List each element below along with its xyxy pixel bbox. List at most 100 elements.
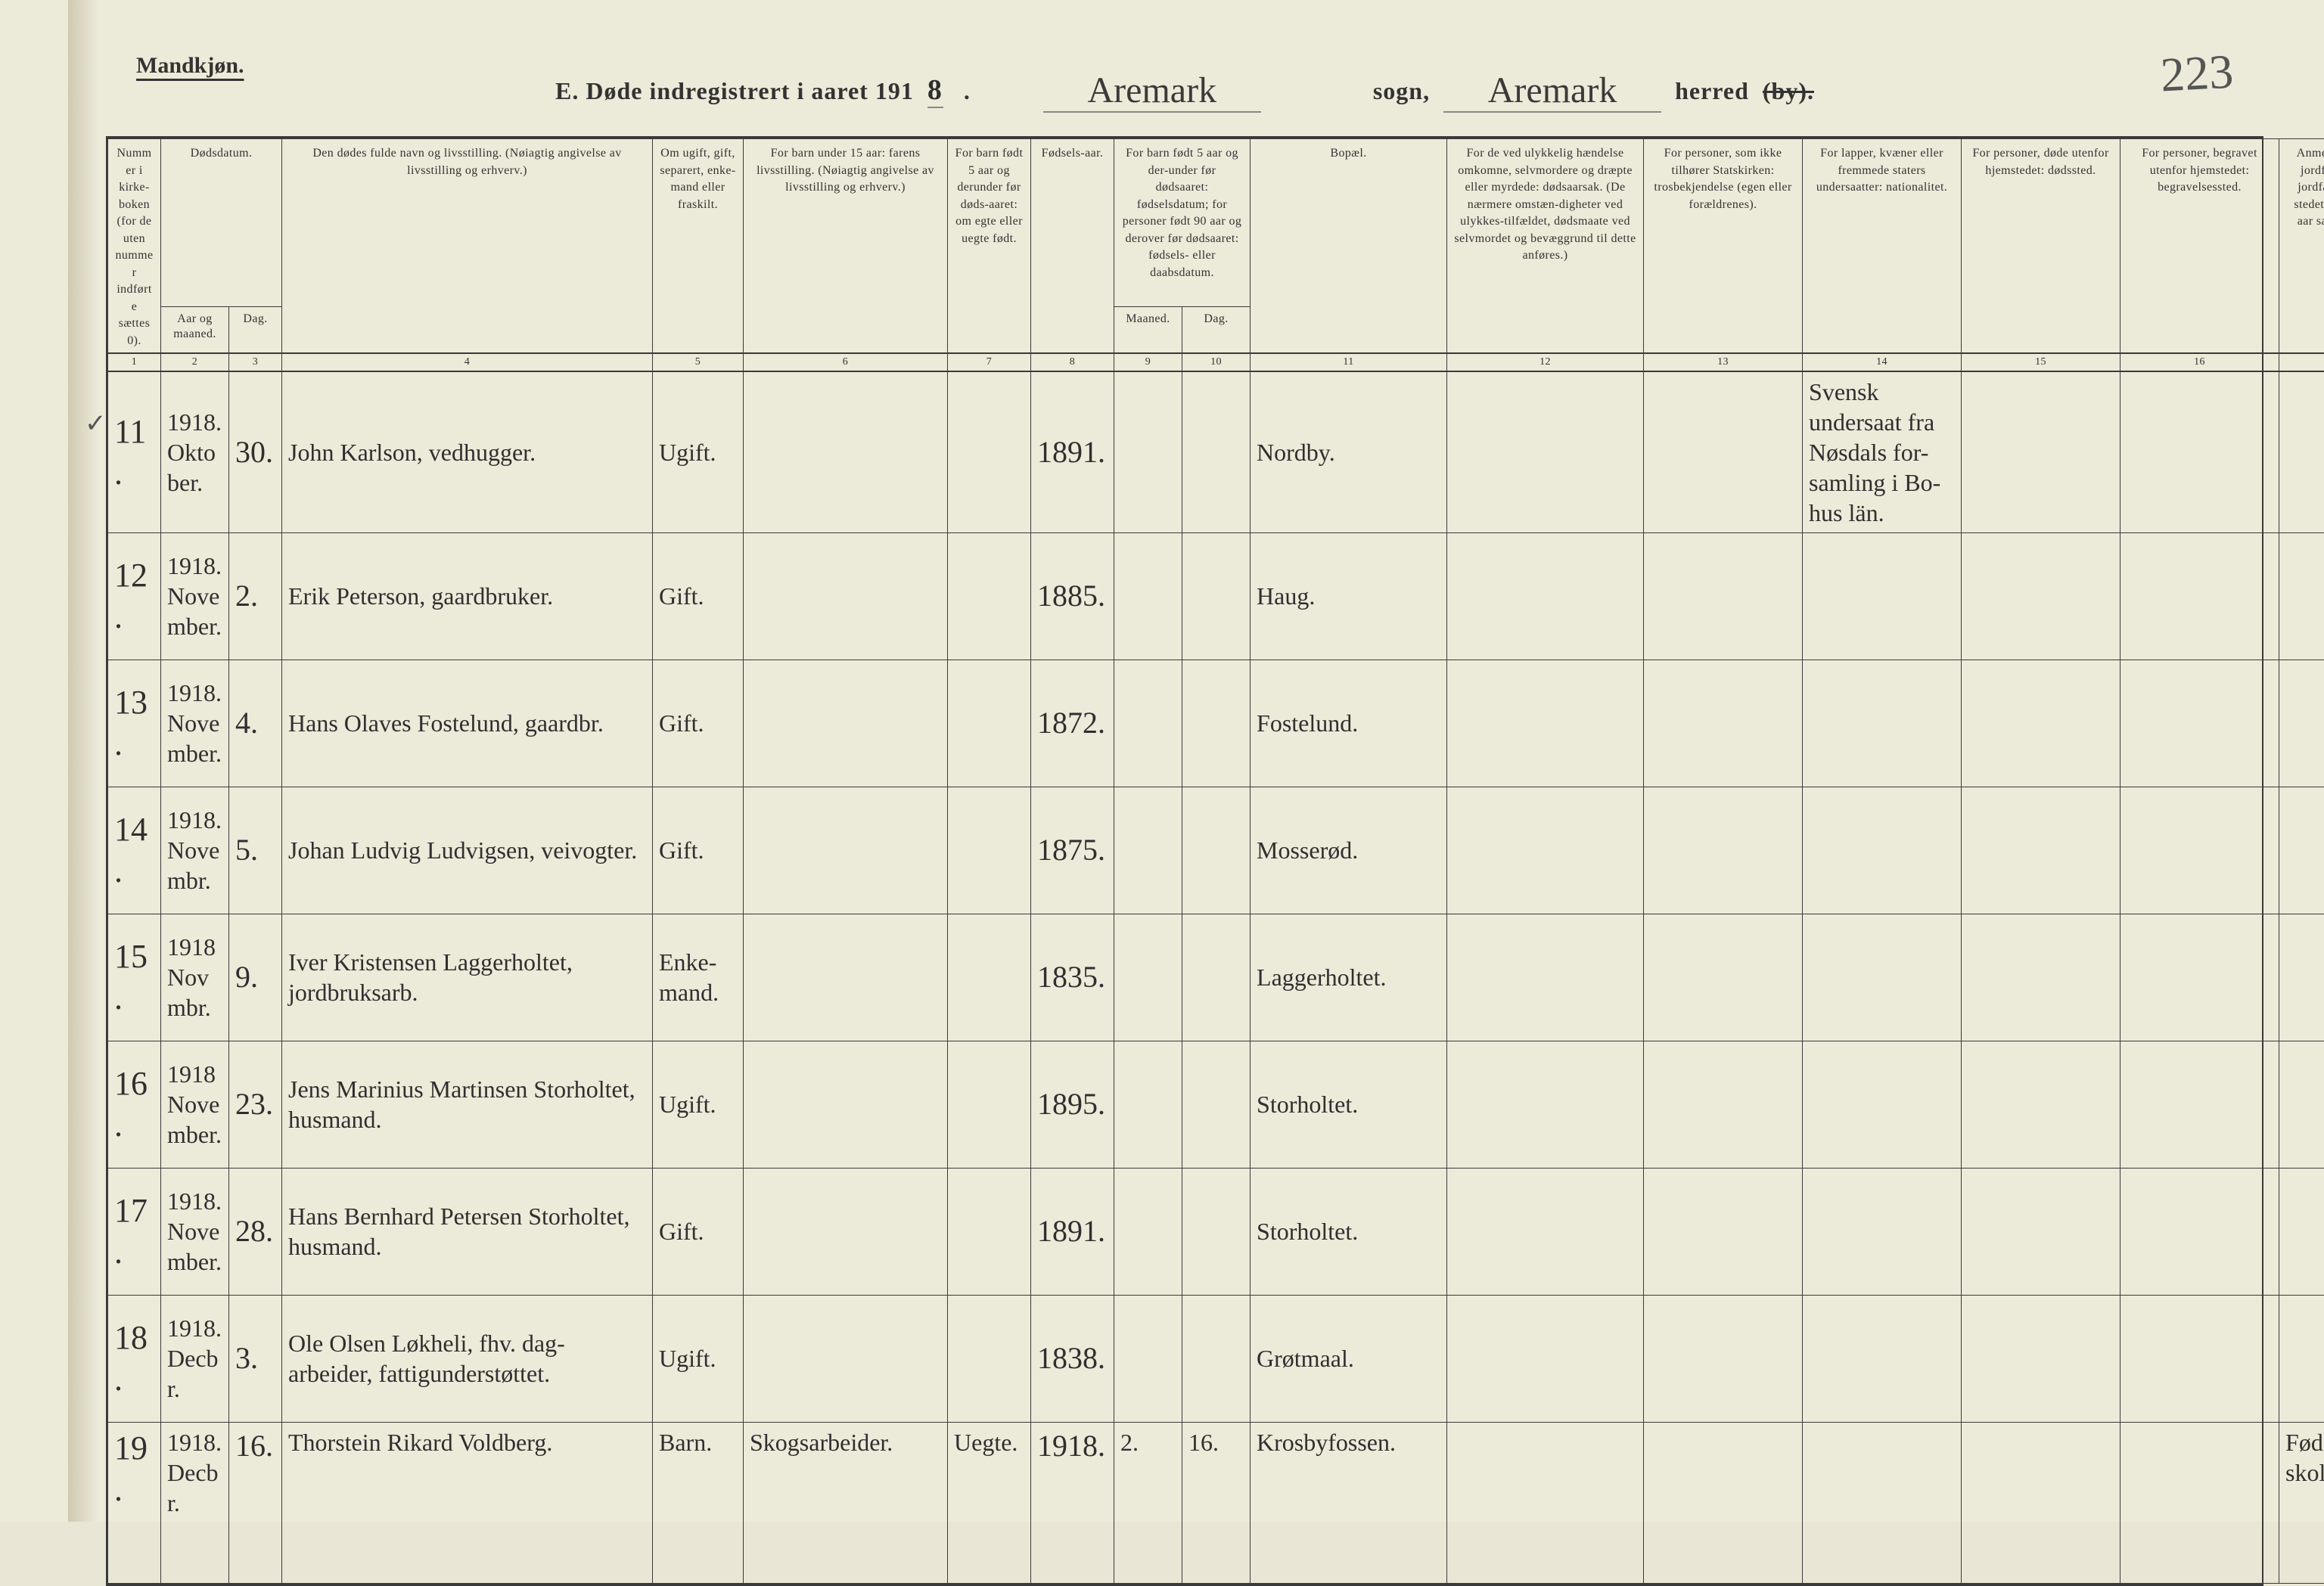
cell-value: 1918. bbox=[1037, 1429, 1105, 1463]
cell-value: Ugift. bbox=[659, 439, 716, 466]
table-row: 12.1918. November.2.Erik Peterson, gaard… bbox=[108, 532, 2324, 660]
cell bbox=[744, 1041, 948, 1168]
cell-value: Ole Olsen Løkheli, fhv. dag-arbeider, fa… bbox=[288, 1330, 565, 1387]
cell bbox=[1803, 532, 1962, 660]
colnum: 3 bbox=[229, 353, 282, 371]
cell bbox=[1962, 787, 2120, 914]
cell-value: 28. bbox=[235, 1214, 273, 1248]
cell-value: Thorstein Rikard Voldberg. bbox=[288, 1429, 552, 1456]
cell bbox=[1182, 660, 1251, 787]
cell-value: 30. bbox=[235, 435, 273, 469]
colnum: 8 bbox=[1031, 353, 1114, 371]
cell bbox=[1803, 660, 1962, 787]
cell-value: Storholtet. bbox=[1257, 1218, 1358, 1245]
cell bbox=[2120, 787, 2279, 914]
cell-value: 12. bbox=[114, 557, 148, 635]
cell bbox=[1182, 532, 1251, 660]
colnum: 12 bbox=[1447, 353, 1644, 371]
cell bbox=[1182, 787, 1251, 914]
cell-value: Uegte. bbox=[954, 1429, 1018, 1456]
cell-value: 14. bbox=[114, 811, 148, 889]
cell bbox=[2120, 914, 2279, 1041]
cell: 9. bbox=[229, 914, 282, 1041]
col-header-8: Fødsels-aar. bbox=[1031, 139, 1114, 354]
col-header-2-top: Dødsdatum. bbox=[161, 139, 282, 307]
cell-value: 9. bbox=[235, 960, 258, 994]
cell: Krosbyfossen. bbox=[1251, 1422, 1447, 1583]
cell bbox=[1447, 371, 1644, 533]
cell bbox=[1114, 660, 1182, 787]
col-header-9-top: For barn født 5 aar og der-under før død… bbox=[1114, 139, 1251, 307]
cell: Skogsarbeider. bbox=[744, 1422, 948, 1583]
cell bbox=[1803, 914, 1962, 1041]
cell: Ugift. bbox=[653, 1295, 744, 1422]
cell bbox=[1182, 914, 1251, 1041]
cell bbox=[2279, 1041, 2324, 1168]
cell bbox=[1114, 1041, 1182, 1168]
cell-value: Svensk undersaat fra Nøsdals for-samling… bbox=[1809, 378, 1940, 526]
cell bbox=[1644, 660, 1803, 787]
cell bbox=[1644, 532, 1803, 660]
cell bbox=[2120, 371, 2279, 533]
colnum: 6 bbox=[744, 353, 948, 371]
cell: 1918. November. bbox=[161, 1168, 229, 1295]
cell: John Karlson, vedhugger. bbox=[282, 371, 653, 533]
cell: 16. bbox=[1182, 1422, 1251, 1583]
cell-value: 16. bbox=[1188, 1429, 1219, 1456]
cell bbox=[1447, 532, 1644, 660]
cell-value: Gift. bbox=[659, 836, 704, 864]
cell-value: John Karlson, vedhugger. bbox=[288, 439, 536, 466]
cell bbox=[2279, 660, 2324, 787]
cell-value: 2. bbox=[1120, 1429, 1139, 1456]
cell: Ugift. bbox=[653, 371, 744, 533]
colnum: 4 bbox=[282, 353, 653, 371]
cell bbox=[1447, 1041, 1644, 1168]
title-prefix: E. Døde indregistrert i aaret 191 bbox=[555, 77, 914, 105]
table-row: 14.1918. Novembr.5.Johan Ludvig Ludvigse… bbox=[108, 787, 2324, 914]
cell bbox=[1644, 1168, 1803, 1295]
cell-value: 1918. Decbr. bbox=[167, 1314, 222, 1402]
cell: 2. bbox=[1114, 1422, 1182, 1583]
cell-value: 1918. Decbr. bbox=[167, 1429, 222, 1516]
table-row: 13.1918. November.4.Hans Olaves Fostelun… bbox=[108, 660, 2324, 787]
col-header-9a: Maaned. bbox=[1114, 306, 1182, 353]
colnum: 1 bbox=[108, 353, 161, 371]
cell bbox=[744, 914, 948, 1041]
title-year-suffix: 8 bbox=[927, 73, 943, 108]
cell: 28. bbox=[229, 1168, 282, 1295]
cell-value: 3. bbox=[235, 1341, 258, 1375]
cell-value: Ugift. bbox=[659, 1091, 716, 1118]
cell: 3. bbox=[229, 1295, 282, 1422]
cell-value: Skogsarbeider. bbox=[750, 1429, 893, 1456]
colnum: 2 bbox=[161, 353, 229, 371]
cell bbox=[2279, 1168, 2324, 1295]
cell bbox=[948, 532, 1031, 660]
table-row: 18.1918. Decbr.3.Ole Olsen Løkheli, fhv.… bbox=[108, 1295, 2324, 1422]
cell-value: Enke-mand. bbox=[659, 948, 719, 1006]
cell-value: 1918. Oktober. bbox=[167, 408, 222, 496]
col-header-2a: Aar og maaned. bbox=[161, 306, 229, 353]
col-header-5: Om ugift, gift, separert, enke-mand elle… bbox=[653, 139, 744, 354]
cell: 1872. bbox=[1031, 660, 1114, 787]
by-paren: (by). bbox=[1763, 77, 1814, 105]
cell bbox=[2279, 914, 2324, 1041]
cell bbox=[1962, 371, 2120, 533]
cell bbox=[1962, 1422, 2120, 1583]
margin-tick: ✓ bbox=[85, 408, 107, 439]
sogn-label: sogn, bbox=[1373, 77, 1430, 105]
cell bbox=[1114, 371, 1182, 533]
col-header-1: Nummer i kirke-boken (for de uten nummer… bbox=[108, 139, 161, 354]
cell bbox=[1803, 1168, 1962, 1295]
cell-value: Erik Peterson, gaardbruker. bbox=[288, 582, 553, 610]
cell bbox=[1803, 1295, 1962, 1422]
colnum: 9 bbox=[1114, 353, 1182, 371]
cell-value: Barn. bbox=[659, 1429, 712, 1456]
colnum: 16 bbox=[2120, 353, 2279, 371]
cell bbox=[1447, 1168, 1644, 1295]
cell-value: Fødested: Fosby skole. bbox=[2285, 1429, 2324, 1486]
cell-value: 19. bbox=[114, 1429, 148, 1508]
cell-value: 11. bbox=[114, 413, 146, 492]
cell bbox=[948, 914, 1031, 1041]
cell: Grøtmaal. bbox=[1251, 1295, 1447, 1422]
colnum: 17 bbox=[2279, 353, 2324, 371]
